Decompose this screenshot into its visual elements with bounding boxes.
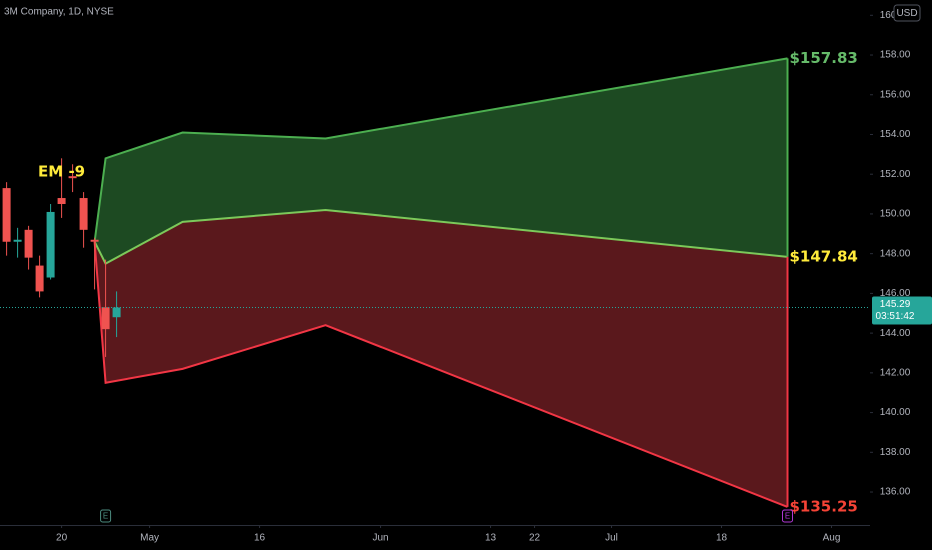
candle-body xyxy=(101,307,110,330)
x-tick-label: 22 xyxy=(529,533,541,544)
chart-title: 3M Company, 1D, NYSE xyxy=(4,7,114,18)
y-tick-label: 136.00 xyxy=(880,487,911,498)
value-label: $135.25 xyxy=(790,497,858,515)
y-tick-label: 154.00 xyxy=(880,129,911,140)
candle-body xyxy=(24,229,33,258)
candle-body xyxy=(2,188,11,242)
y-tick-label: 148.00 xyxy=(880,248,911,259)
y-tick-label: 156.00 xyxy=(880,89,911,100)
candle-body xyxy=(112,307,121,318)
candle-body xyxy=(46,211,55,278)
last-price-label: 145.29 xyxy=(880,299,911,310)
y-tick-label: 138.00 xyxy=(880,447,911,458)
band-line xyxy=(93,208,788,265)
band-line xyxy=(93,57,788,242)
x-tick-label: 18 xyxy=(716,533,728,544)
x-tick-label: Jul xyxy=(605,533,618,544)
y-tick-label: 146.00 xyxy=(880,288,911,299)
currency-label: USD xyxy=(896,8,917,19)
x-tick-label: Jun xyxy=(372,533,388,544)
event-label: E xyxy=(785,512,790,521)
countdown: 03:51:42 xyxy=(876,311,915,322)
annotation: EM -9 xyxy=(38,163,85,181)
candle-body xyxy=(68,176,77,179)
x-tick-label: 16 xyxy=(254,533,266,544)
currency-box xyxy=(893,4,921,22)
candle-body xyxy=(13,239,22,242)
band-line xyxy=(93,241,788,508)
y-tick-label: 144.00 xyxy=(880,328,911,339)
x-tick-label: Aug xyxy=(823,533,841,544)
value-label: $157.83 xyxy=(790,49,858,67)
candle-body xyxy=(79,198,88,230)
event-marker xyxy=(782,509,794,523)
event-marker xyxy=(100,509,112,523)
plot-area: $157.83 $147.84 $135.25 xyxy=(2,49,858,515)
last-price-box xyxy=(872,296,932,325)
x-tick-label: 13 xyxy=(485,533,497,544)
candle-body xyxy=(57,198,66,205)
y-tick-label: 150.00 xyxy=(880,209,911,220)
value-label: $147.84 xyxy=(790,247,858,265)
x-tick-label: May xyxy=(140,533,159,544)
event-label: E xyxy=(103,512,108,521)
y-tick-label: 140.00 xyxy=(880,407,911,418)
candle-body xyxy=(35,265,44,292)
candle-body xyxy=(90,239,99,242)
y-tick-label: 142.00 xyxy=(880,367,911,378)
y-tick-label: 152.00 xyxy=(880,169,911,180)
band-fill xyxy=(94,209,788,507)
x-tick-label: 20 xyxy=(56,533,68,544)
band-fill xyxy=(94,58,788,264)
y-tick-label: 158.00 xyxy=(880,50,911,61)
